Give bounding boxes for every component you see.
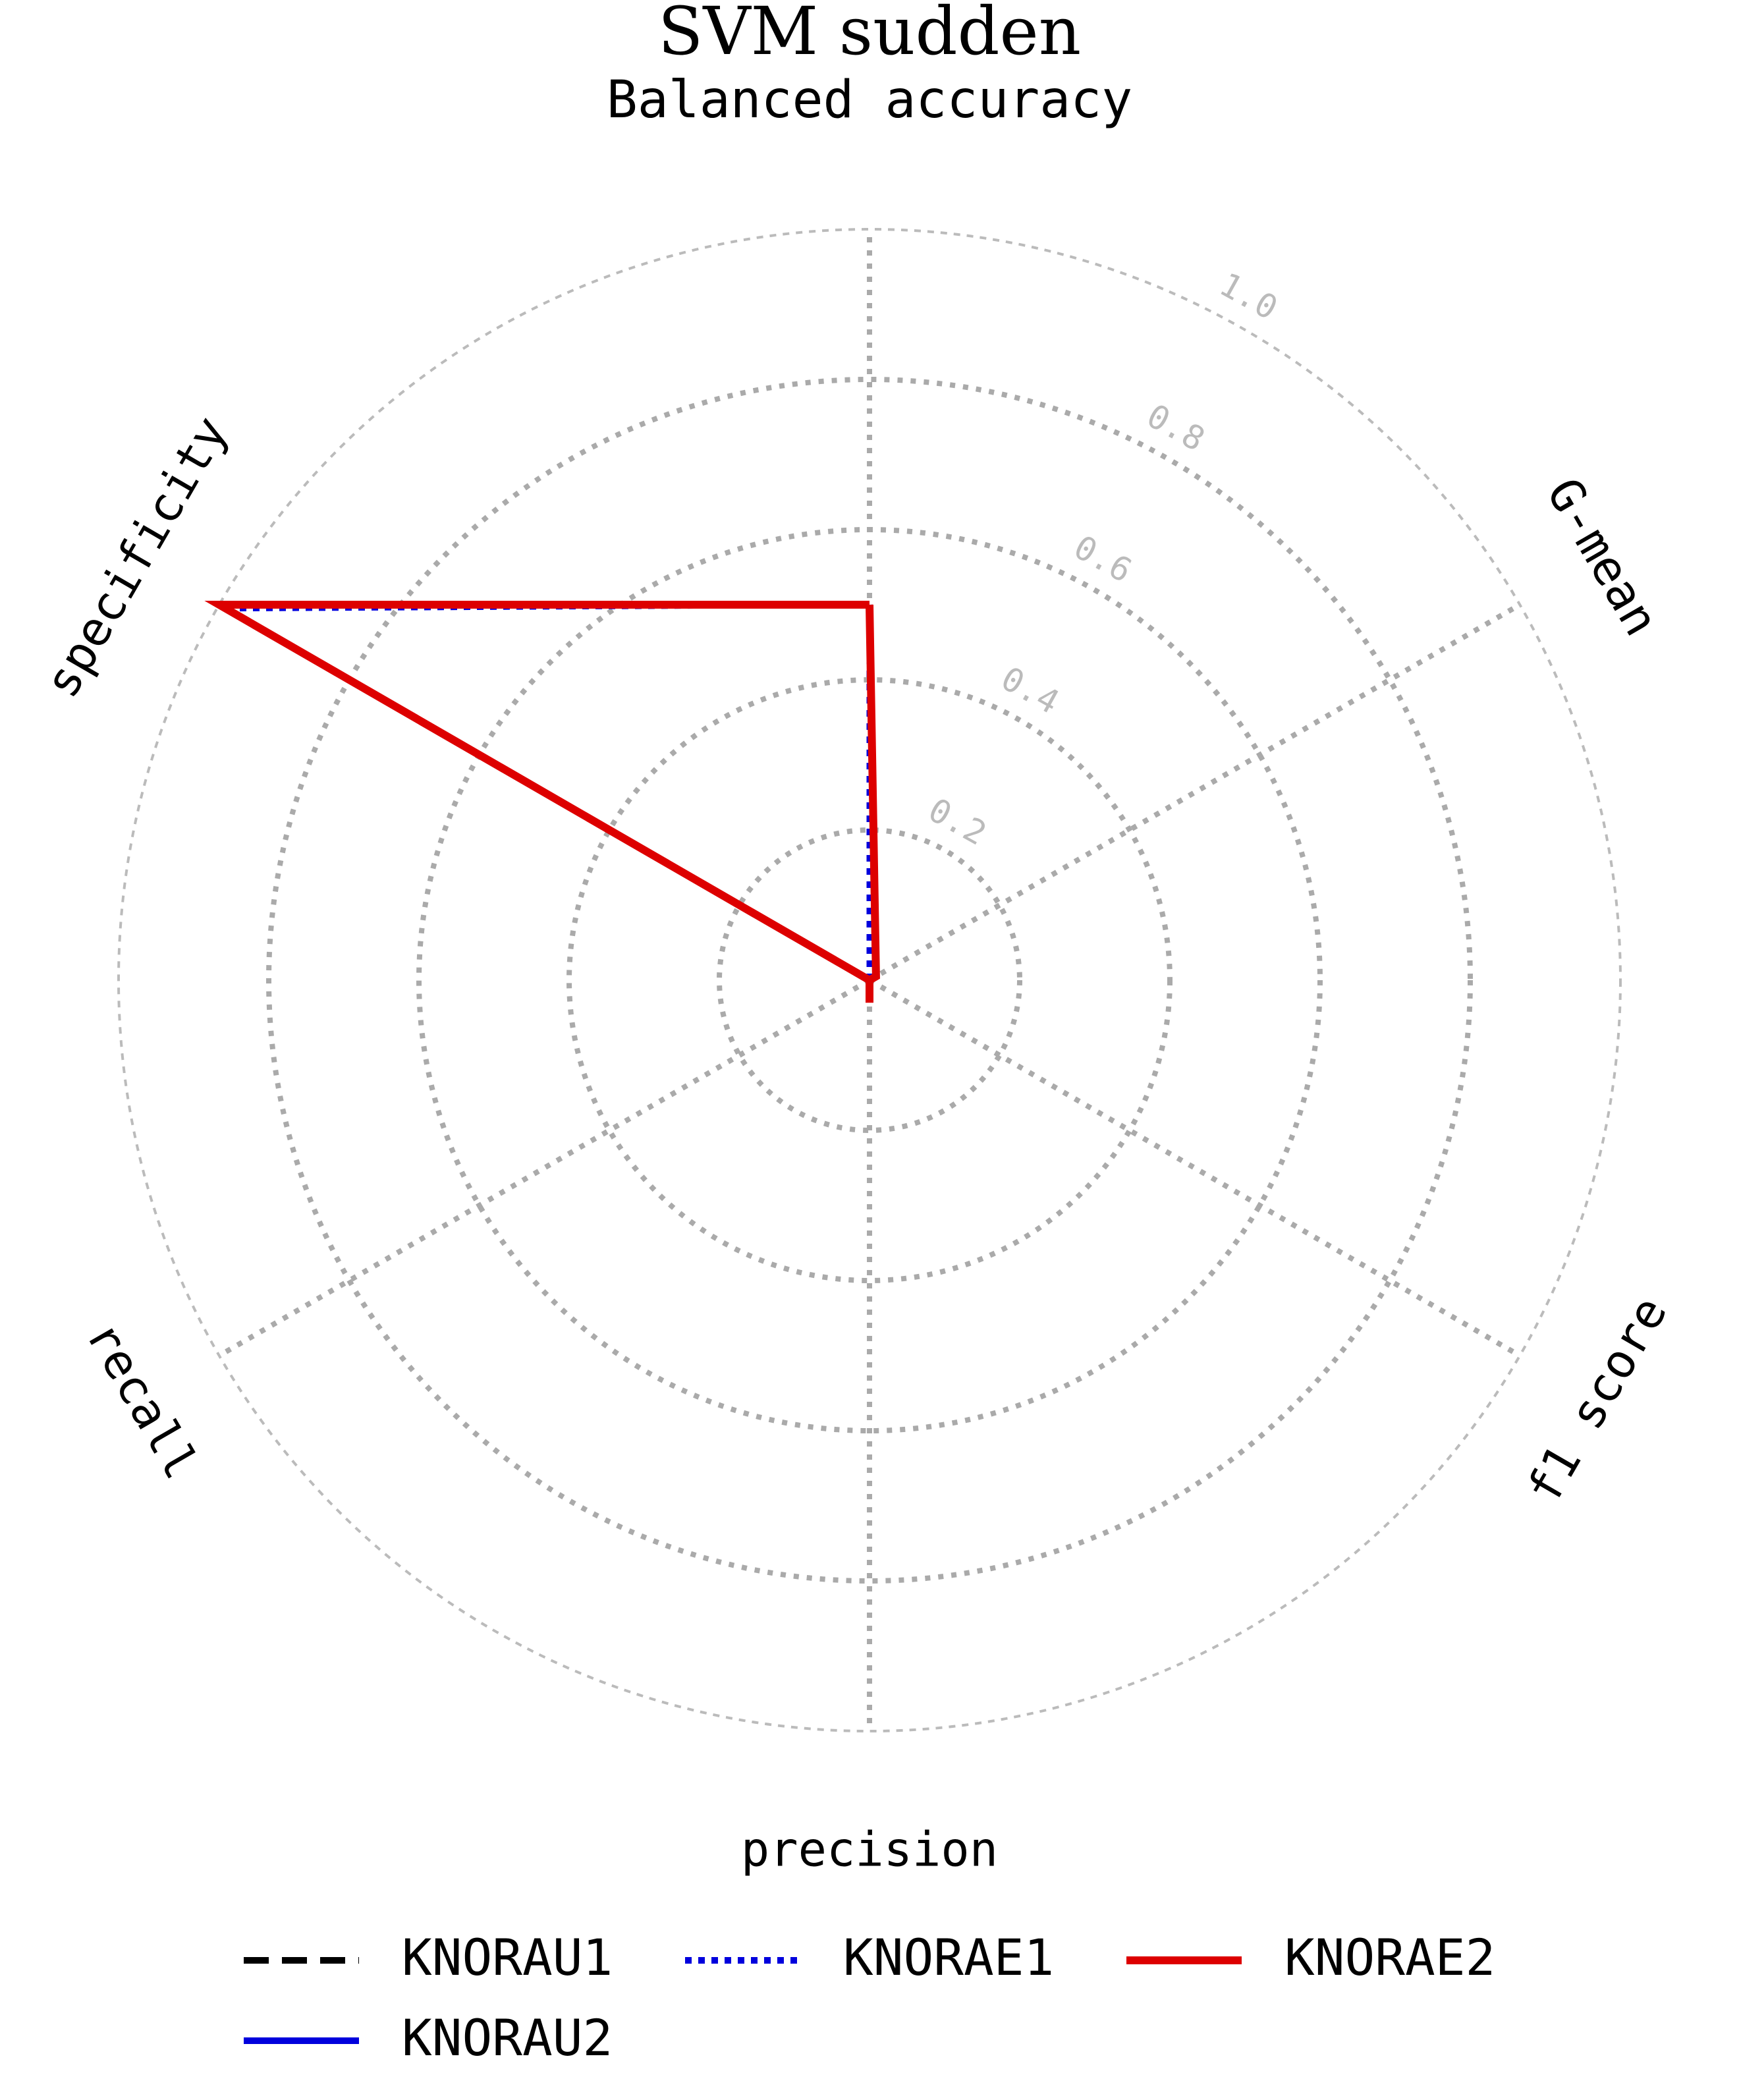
axis-label-f1-score: f1 score	[1516, 1287, 1678, 1512]
r-tick-label: 0.6	[1068, 528, 1138, 590]
r-tick-label: 1.0	[1213, 265, 1284, 328]
legend: KNORAU1 KNORAU2 KNORAE1 KNORAE2	[244, 1928, 1495, 2067]
grid-spoke-1	[868, 602, 1522, 983]
axis-label-g-mean: G-mean	[1536, 469, 1670, 645]
series-lines	[204, 601, 880, 1003]
grid-circle-0.8	[266, 377, 1473, 1584]
r-tick-label: 0.2	[922, 790, 993, 853]
grid-circle-0.4	[566, 677, 1173, 1283]
axis-label-balanced-accuracy: Balanced accuracy	[607, 70, 1132, 130]
axis-labels: G-mean f1 score precision recall specificity	[34, 407, 1678, 1877]
axis-label-specificity: specificity	[34, 407, 238, 707]
legend-label-knorau2: KNORAU2	[402, 2008, 613, 2067]
grid-circle-1.0	[117, 228, 1622, 1732]
series-line-knorae2	[204, 601, 880, 1003]
grid-spoke-4	[217, 978, 871, 1358]
grid-spoke-2	[868, 978, 1522, 1358]
axis-label-recall: recall	[76, 1312, 209, 1488]
axis-label-precision: precision	[741, 1822, 998, 1877]
legend-label-knorae2: KNORAE2	[1284, 1928, 1495, 1987]
grid-circle-0.2	[717, 827, 1022, 1133]
chart-title: SVM sudden	[658, 0, 1081, 70]
radial-tick-labels: 0.20.40.60.81.0	[922, 265, 1284, 853]
legend-label-knorau1: KNORAU1	[402, 1928, 613, 1987]
legend-label-knorae1: KNORAE1	[843, 1928, 1054, 1987]
polar-grid	[117, 228, 1622, 1732]
